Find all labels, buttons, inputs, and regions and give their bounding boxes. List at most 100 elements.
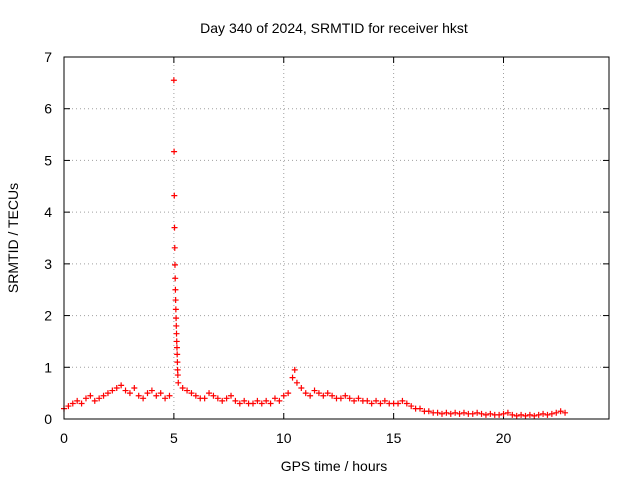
y-tick-label: 4 bbox=[44, 204, 52, 220]
data-point bbox=[174, 366, 181, 373]
data-point bbox=[206, 390, 213, 397]
data-point bbox=[254, 397, 261, 404]
data-point bbox=[87, 392, 94, 399]
data-point bbox=[399, 397, 406, 404]
data-point bbox=[478, 410, 485, 417]
data-point bbox=[131, 384, 138, 391]
data-point bbox=[126, 390, 133, 397]
data-point bbox=[535, 411, 542, 418]
y-tick-label: 5 bbox=[44, 152, 52, 168]
data-point bbox=[219, 397, 226, 404]
data-point bbox=[526, 411, 533, 418]
data-point bbox=[214, 395, 221, 402]
data-point bbox=[298, 384, 305, 391]
data-point bbox=[425, 408, 432, 415]
x-axis-label: GPS time / hours bbox=[281, 458, 388, 474]
data-point bbox=[540, 410, 547, 417]
data-point bbox=[504, 409, 511, 416]
plot-frame bbox=[63, 56, 610, 420]
data-point bbox=[324, 390, 331, 397]
data-point bbox=[171, 224, 178, 231]
data-point bbox=[172, 306, 179, 313]
data-point bbox=[232, 397, 239, 404]
data-point bbox=[377, 400, 384, 407]
data-point bbox=[342, 392, 349, 399]
data-point bbox=[173, 330, 180, 337]
data-point bbox=[285, 390, 292, 397]
data-point bbox=[174, 359, 181, 366]
data-point bbox=[173, 338, 180, 345]
data-point bbox=[456, 410, 463, 417]
data-point bbox=[500, 410, 507, 417]
data-point bbox=[291, 366, 298, 373]
data-point bbox=[553, 409, 560, 416]
data-point bbox=[518, 411, 525, 418]
data-point bbox=[91, 397, 98, 404]
data-point bbox=[271, 395, 278, 402]
data-point bbox=[469, 410, 476, 417]
data-point bbox=[171, 261, 178, 268]
data-point bbox=[434, 409, 441, 416]
data-point bbox=[482, 411, 489, 418]
data-point bbox=[364, 397, 371, 404]
data-point bbox=[346, 395, 353, 402]
data-point bbox=[172, 286, 179, 293]
data-point bbox=[249, 400, 256, 407]
data-point bbox=[210, 392, 217, 399]
data-point bbox=[241, 397, 248, 404]
data-point bbox=[438, 410, 445, 417]
y-tick-label: 3 bbox=[44, 256, 52, 272]
data-point bbox=[69, 400, 76, 407]
y-axis-label: SRMTID / TECUs bbox=[5, 183, 21, 293]
data-marks bbox=[61, 77, 569, 419]
data-point bbox=[562, 409, 569, 416]
data-point bbox=[166, 392, 173, 399]
x-tick-label: 10 bbox=[276, 430, 292, 446]
data-point bbox=[113, 384, 120, 391]
y-tick-label: 1 bbox=[44, 359, 52, 375]
chart-title: Day 340 of 2024, SRMTID for receiver hks… bbox=[200, 20, 468, 36]
data-point bbox=[201, 395, 208, 402]
data-point bbox=[228, 392, 235, 399]
data-point bbox=[474, 409, 481, 416]
data-point bbox=[122, 387, 129, 394]
data-point bbox=[179, 384, 186, 391]
data-point bbox=[104, 390, 111, 397]
data-point bbox=[171, 244, 178, 251]
data-point bbox=[173, 315, 180, 322]
data-point bbox=[280, 392, 287, 399]
data-point bbox=[315, 390, 322, 397]
data-point bbox=[403, 400, 410, 407]
data-point bbox=[460, 409, 467, 416]
data-point bbox=[417, 405, 424, 412]
data-point bbox=[188, 390, 195, 397]
data-point bbox=[452, 409, 459, 416]
data-point bbox=[172, 297, 179, 304]
data-point bbox=[140, 395, 147, 402]
data-point bbox=[184, 387, 191, 394]
data-point bbox=[522, 412, 529, 419]
y-tick-label: 7 bbox=[44, 49, 52, 65]
data-point bbox=[171, 148, 178, 155]
data-point bbox=[157, 390, 164, 397]
data-point bbox=[148, 387, 155, 394]
data-point bbox=[548, 410, 555, 417]
data-point bbox=[302, 390, 309, 397]
data-point bbox=[135, 392, 142, 399]
data-point bbox=[513, 412, 520, 419]
data-point bbox=[531, 412, 538, 419]
x-tick-label: 15 bbox=[386, 430, 402, 446]
data-point bbox=[557, 408, 564, 415]
data-point bbox=[171, 192, 178, 199]
data-point bbox=[263, 397, 270, 404]
data-point bbox=[96, 395, 103, 402]
data-point bbox=[173, 344, 180, 351]
data-point bbox=[267, 400, 274, 407]
x-tick-label: 20 bbox=[496, 430, 512, 446]
data-point bbox=[174, 372, 181, 379]
data-point bbox=[289, 374, 296, 381]
data-point bbox=[78, 400, 85, 407]
data-point bbox=[170, 77, 177, 84]
data-point bbox=[276, 397, 283, 404]
